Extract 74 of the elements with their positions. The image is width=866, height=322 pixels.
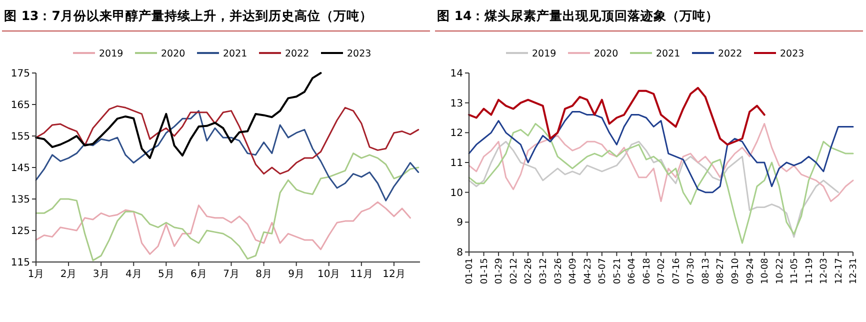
y-tick-label: 155 [10, 132, 30, 142]
x-tick-label: 4月 [125, 269, 142, 280]
line-series [468, 140, 839, 238]
x-tick-label: 07-30 [686, 258, 697, 284]
line-series [468, 122, 854, 244]
x-tick-label: 07-16 [672, 258, 682, 284]
x-tick-label: 11-19 [804, 258, 815, 284]
x-tick-label: 03-12 [538, 258, 549, 284]
legend-label: 2021 [656, 48, 680, 60]
line-series [35, 201, 411, 255]
line-series [468, 122, 854, 202]
x-tick-label: 02-26 [524, 258, 534, 284]
chart-title: 图 13：7月份以来甲醇产量持续上升，并达到历史高位（万吨） [4, 8, 372, 23]
x-tick-label: 10-08 [760, 258, 771, 284]
y-tick-label: 10 [450, 188, 463, 199]
x-tick-label: 10-22 [775, 258, 786, 284]
legend-label: 2022 [285, 48, 310, 60]
x-tick-label: 11-05 [790, 258, 800, 284]
y-tick-label: 9 [456, 218, 463, 229]
y-tick-label: 12 [450, 128, 463, 140]
y-tick-label: 165 [10, 100, 30, 111]
y-tick-label: 8 [456, 248, 463, 258]
x-tick-label: 5月 [158, 269, 174, 280]
x-tick-label: 09-24 [746, 258, 756, 284]
x-tick-label: 8月 [256, 269, 272, 280]
x-tick-label: 12月 [382, 269, 406, 280]
x-tick-label: 9月 [288, 269, 305, 280]
x-tick-label: 7月 [223, 269, 240, 280]
legend-label: 2020 [594, 48, 618, 60]
legend-label: 2022 [718, 48, 742, 60]
x-tick-label: 07-02 [657, 258, 668, 284]
legend-label: 2021 [223, 48, 248, 60]
line-series [468, 111, 854, 194]
legend-label: 2020 [161, 48, 186, 60]
y-tick-label: 125 [10, 226, 30, 237]
line-series [35, 72, 322, 160]
legend-label: 2023 [347, 48, 372, 60]
x-tick-label: 06-18 [642, 258, 652, 284]
line-series [35, 105, 420, 175]
x-tick-label: 01-29 [494, 258, 505, 284]
x-tick-label: 1月 [28, 269, 44, 280]
x-tick-label: 08-13 [701, 258, 712, 284]
y-tick-label: 11 [450, 158, 463, 169]
line-series [468, 86, 766, 146]
x-tick-label: 06-04 [628, 258, 638, 284]
x-tick-label: 12-17 [834, 258, 844, 284]
y-tick-label: 13 [450, 98, 463, 110]
x-tick-label: 04-09 [568, 258, 579, 284]
line-series [35, 110, 420, 202]
y-tick-label: 145 [10, 163, 30, 174]
x-tick-label: 09-10 [730, 258, 741, 284]
x-tick-label: 01-01 [465, 258, 476, 284]
legend-label: 2019 [99, 48, 124, 60]
x-tick-label: 05-21 [612, 258, 623, 284]
legend-label: 2019 [532, 48, 556, 60]
x-tick-label: 11月 [350, 269, 373, 280]
y-tick-label: 115 [10, 258, 30, 268]
x-tick-label: 12-03 [820, 258, 830, 284]
x-tick-label: 02-12 [509, 258, 520, 284]
x-tick-label: 10月 [318, 269, 340, 280]
x-tick-label: 04-23 [583, 258, 594, 284]
x-tick-label: 01-15 [480, 258, 490, 284]
x-tick-label: 05-07 [598, 258, 608, 284]
y-tick-label: 175 [10, 68, 30, 80]
x-tick-label: 08-27 [716, 258, 726, 284]
x-tick-label: 03-26 [554, 258, 564, 284]
legend-label: 2023 [780, 48, 804, 60]
x-tick-label: 12-31 [849, 258, 860, 284]
x-tick-label: 6月 [190, 269, 207, 280]
chart-title: 图 14：煤头尿素产量出现见顶回落迹象（万吨） [437, 8, 719, 23]
y-tick-label: 14 [450, 68, 463, 80]
x-tick-label: 3月 [92, 269, 110, 280]
x-tick-label: 2月 [60, 269, 77, 280]
y-tick-label: 135 [10, 194, 30, 206]
